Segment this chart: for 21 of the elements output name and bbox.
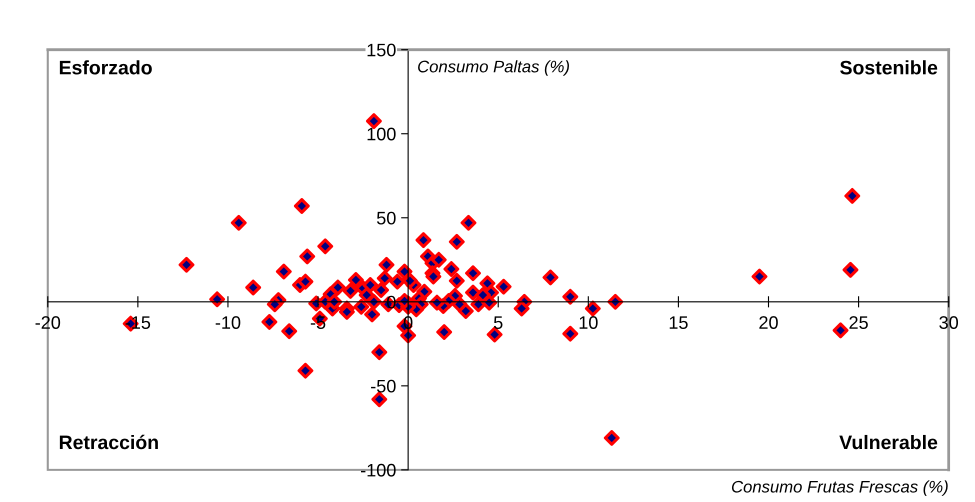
y-tick-label: -50 <box>371 380 396 393</box>
y-axis-title: Consumo Paltas (%) <box>418 60 569 76</box>
x-tick-label: 30 <box>939 316 958 329</box>
y-tick-label: 50 <box>376 212 396 224</box>
annotation: Vulnerable <box>839 434 938 450</box>
x-tick-label: 20 <box>759 316 778 329</box>
y-tick-label: -100 <box>360 464 396 477</box>
x-axis-title: Consumo Frutas Frescas (%) <box>732 480 948 496</box>
y-tick-label: 100 <box>368 128 396 140</box>
y-tick-label: 0 <box>386 296 396 309</box>
annotation: Sostenible <box>840 60 938 74</box>
annotation: Esforzado <box>60 60 152 74</box>
x-tick-label: 5 <box>494 316 502 329</box>
y-tick-label: 150 <box>368 44 396 56</box>
x-tick-label: -20 <box>36 316 60 329</box>
x-tick-label: 10 <box>580 316 598 329</box>
x-tick-label: -10 <box>216 316 240 329</box>
x-tick-label: 25 <box>849 316 868 329</box>
x-tick-label: 15 <box>670 316 688 329</box>
annotation: Retracción <box>60 434 158 450</box>
x-tick-label: 0 <box>404 316 412 329</box>
